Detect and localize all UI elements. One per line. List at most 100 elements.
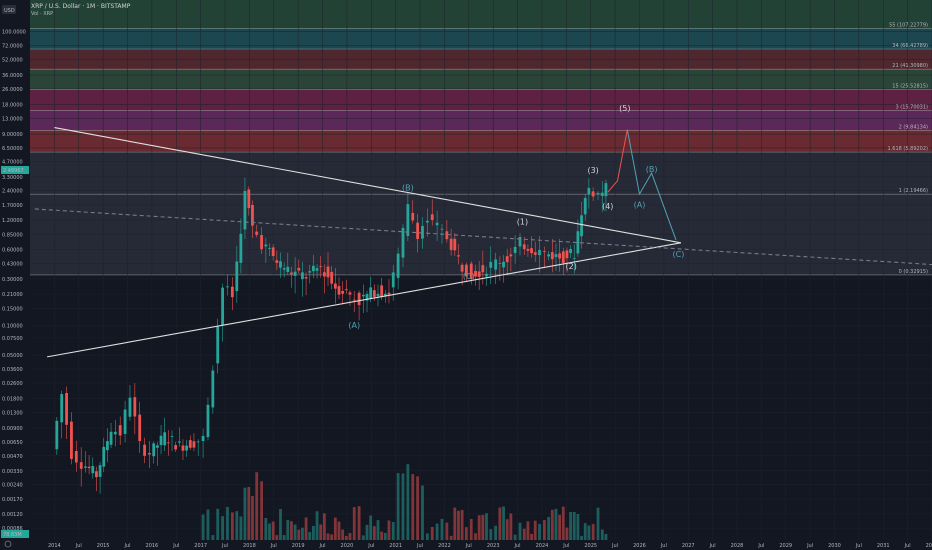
y-tick-label: 36.0000 <box>2 73 23 79</box>
volume-bar <box>361 535 365 540</box>
volume-bar <box>337 521 341 540</box>
volume-bar <box>251 495 254 540</box>
x-tick-label: Jul <box>757 543 764 549</box>
volume-bar <box>235 511 239 540</box>
last-price-value: 2.48967 <box>3 168 24 174</box>
x-tick-label: 2015 <box>97 543 110 549</box>
fib-band <box>30 28 932 49</box>
volume-bar <box>474 533 477 540</box>
candle-body <box>109 431 113 445</box>
volume-bar <box>489 529 493 540</box>
candle-body <box>333 283 337 289</box>
wave-label: (A) <box>634 201 646 210</box>
currency-badge[interactable] <box>2 5 16 14</box>
candle-body <box>181 445 185 451</box>
candle-body <box>192 441 196 448</box>
wave-label: (5) <box>619 104 630 113</box>
volume-bar <box>341 529 345 540</box>
candle-body <box>498 263 502 264</box>
x-tick-label: Jul <box>855 543 862 549</box>
x-tick-label: 2022 <box>438 543 451 549</box>
candle-body <box>406 204 410 237</box>
forecast-impulse-path <box>607 129 628 193</box>
wave-label: (B) <box>402 183 414 192</box>
candle-body <box>247 189 251 209</box>
y-tick-label: 0.10000 <box>2 324 23 330</box>
volume-bar <box>230 512 234 540</box>
candle-body <box>485 273 488 277</box>
fib-band <box>30 110 932 131</box>
volume-bars <box>201 464 608 540</box>
trend-lines[interactable] <box>34 126 932 358</box>
volume-bar <box>583 523 587 540</box>
y-tick-label: 1.20000 <box>2 218 23 224</box>
candle-body <box>271 247 275 257</box>
volume-bar <box>509 513 513 540</box>
fib-band <box>30 152 932 195</box>
candle-body <box>138 414 142 442</box>
volume-bar <box>282 535 286 540</box>
candle-body <box>65 393 68 425</box>
candle-body <box>113 431 117 435</box>
x-tick-label: 2016 <box>146 543 159 549</box>
volume-bar <box>596 507 600 540</box>
candle-body <box>489 261 493 268</box>
candle-body <box>286 266 290 273</box>
x-tick-label: 2032 <box>926 543 932 549</box>
candle-body <box>604 183 608 197</box>
currency-label: USD <box>4 8 15 14</box>
volume-bar <box>522 528 526 540</box>
price-axis[interactable]: 0.00086 0.00120 0.00170 0.00240 0.00330 0.004… <box>2 30 26 533</box>
x-tick-label: 2027 <box>682 543 695 549</box>
volume-bar <box>290 521 293 540</box>
candle-body <box>494 259 498 270</box>
candle-body <box>133 397 137 417</box>
volume-bar <box>485 513 488 540</box>
candle-body <box>337 286 341 295</box>
forecast-correction-path <box>626 129 677 241</box>
x-tick-label: Jul <box>221 543 228 549</box>
forecast-paths <box>607 129 677 241</box>
candle-body <box>95 471 98 478</box>
volume-bar <box>268 523 271 540</box>
wave-label: (C) <box>673 250 685 259</box>
x-tick-label: Jul <box>514 543 521 549</box>
candle-body <box>587 187 591 195</box>
y-tick-label: 1.70000 <box>2 203 23 209</box>
x-tick-label: Jul <box>660 543 667 549</box>
candle-body <box>293 271 297 276</box>
volume-bar <box>201 514 205 540</box>
settings-gear-icon[interactable] <box>4 540 12 548</box>
fib-band <box>30 130 932 153</box>
x-tick-label: Jul <box>416 543 423 549</box>
candle-body <box>322 272 326 277</box>
x-tick-label: 2024 <box>536 543 549 549</box>
volume-bar <box>477 515 481 540</box>
candle-body <box>79 462 83 469</box>
volume-bar <box>440 518 444 540</box>
candle-body <box>457 255 460 257</box>
candle-body <box>163 432 167 446</box>
candle-body <box>396 253 400 278</box>
volume-bar <box>352 507 356 540</box>
candle-body <box>226 286 229 288</box>
candle-body <box>572 258 576 260</box>
y-tick-label: 0.00330 <box>2 469 23 475</box>
fib-level-label: 3 (15.70031) <box>895 104 928 110</box>
y-tick-label: 100.0000 <box>2 30 26 36</box>
time-axis[interactable]: 2014 Jul 2015 Jul 2016 Jul 2017 Jul 2018 Jul 2019 J… <box>0 540 932 550</box>
symbol-title: XRP / U.S. Dollar · 1M · BITSTAMP <box>31 3 131 10</box>
y-tick-label: 0.03600 <box>2 367 23 373</box>
candle-body <box>55 420 59 450</box>
volume-bar <box>322 513 326 540</box>
x-tick-label: 2028 <box>731 543 744 549</box>
candle-body <box>118 425 122 436</box>
y-tick-label: 18.0000 <box>2 103 23 109</box>
volume-bar <box>211 535 215 540</box>
y-tick-label: 72.0000 <box>2 44 23 50</box>
candle-body <box>474 270 477 277</box>
volume-bar <box>330 534 334 540</box>
volume-bar <box>297 529 301 540</box>
y-tick-label: 0.43000 <box>2 262 23 268</box>
